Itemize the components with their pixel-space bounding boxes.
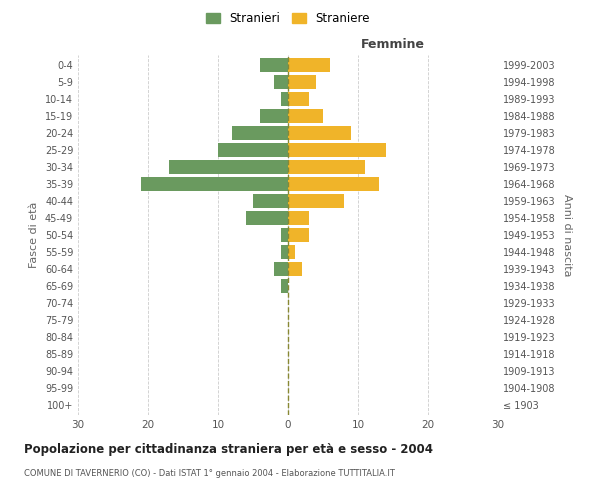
Bar (288, 245, 295, 259)
Bar (288, 92, 309, 106)
Bar (141, 178, 288, 191)
Bar (218, 144, 288, 157)
Bar (281, 279, 288, 292)
Text: Popolazione per cittadinanza straniera per età e sesso - 2004: Popolazione per cittadinanza straniera p… (24, 442, 433, 456)
Bar (274, 76, 288, 89)
Bar (260, 58, 288, 72)
Bar (288, 262, 302, 276)
Bar (288, 126, 351, 140)
Bar (274, 262, 288, 276)
Legend: Stranieri, Straniere: Stranieri, Straniere (202, 8, 374, 28)
Bar (232, 126, 288, 140)
Bar (281, 228, 288, 242)
Bar (288, 144, 386, 157)
Bar (288, 110, 323, 123)
Bar (281, 245, 288, 259)
Bar (246, 211, 288, 225)
Bar (288, 58, 330, 72)
Bar (288, 178, 379, 191)
Text: COMUNE DI TAVERNERIO (CO) - Dati ISTAT 1° gennaio 2004 - Elaborazione TUTTITALIA: COMUNE DI TAVERNERIO (CO) - Dati ISTAT 1… (24, 469, 395, 478)
Text: Femmine: Femmine (361, 38, 425, 52)
Bar (288, 211, 309, 225)
Y-axis label: Anni di nascita: Anni di nascita (562, 194, 572, 276)
Bar (288, 160, 365, 174)
Bar (260, 110, 288, 123)
Bar (253, 194, 288, 208)
Bar (288, 228, 309, 242)
Bar (288, 76, 316, 89)
Bar (281, 92, 288, 106)
Bar (169, 160, 288, 174)
Y-axis label: Fasce di età: Fasce di età (29, 202, 39, 268)
Bar (288, 194, 344, 208)
